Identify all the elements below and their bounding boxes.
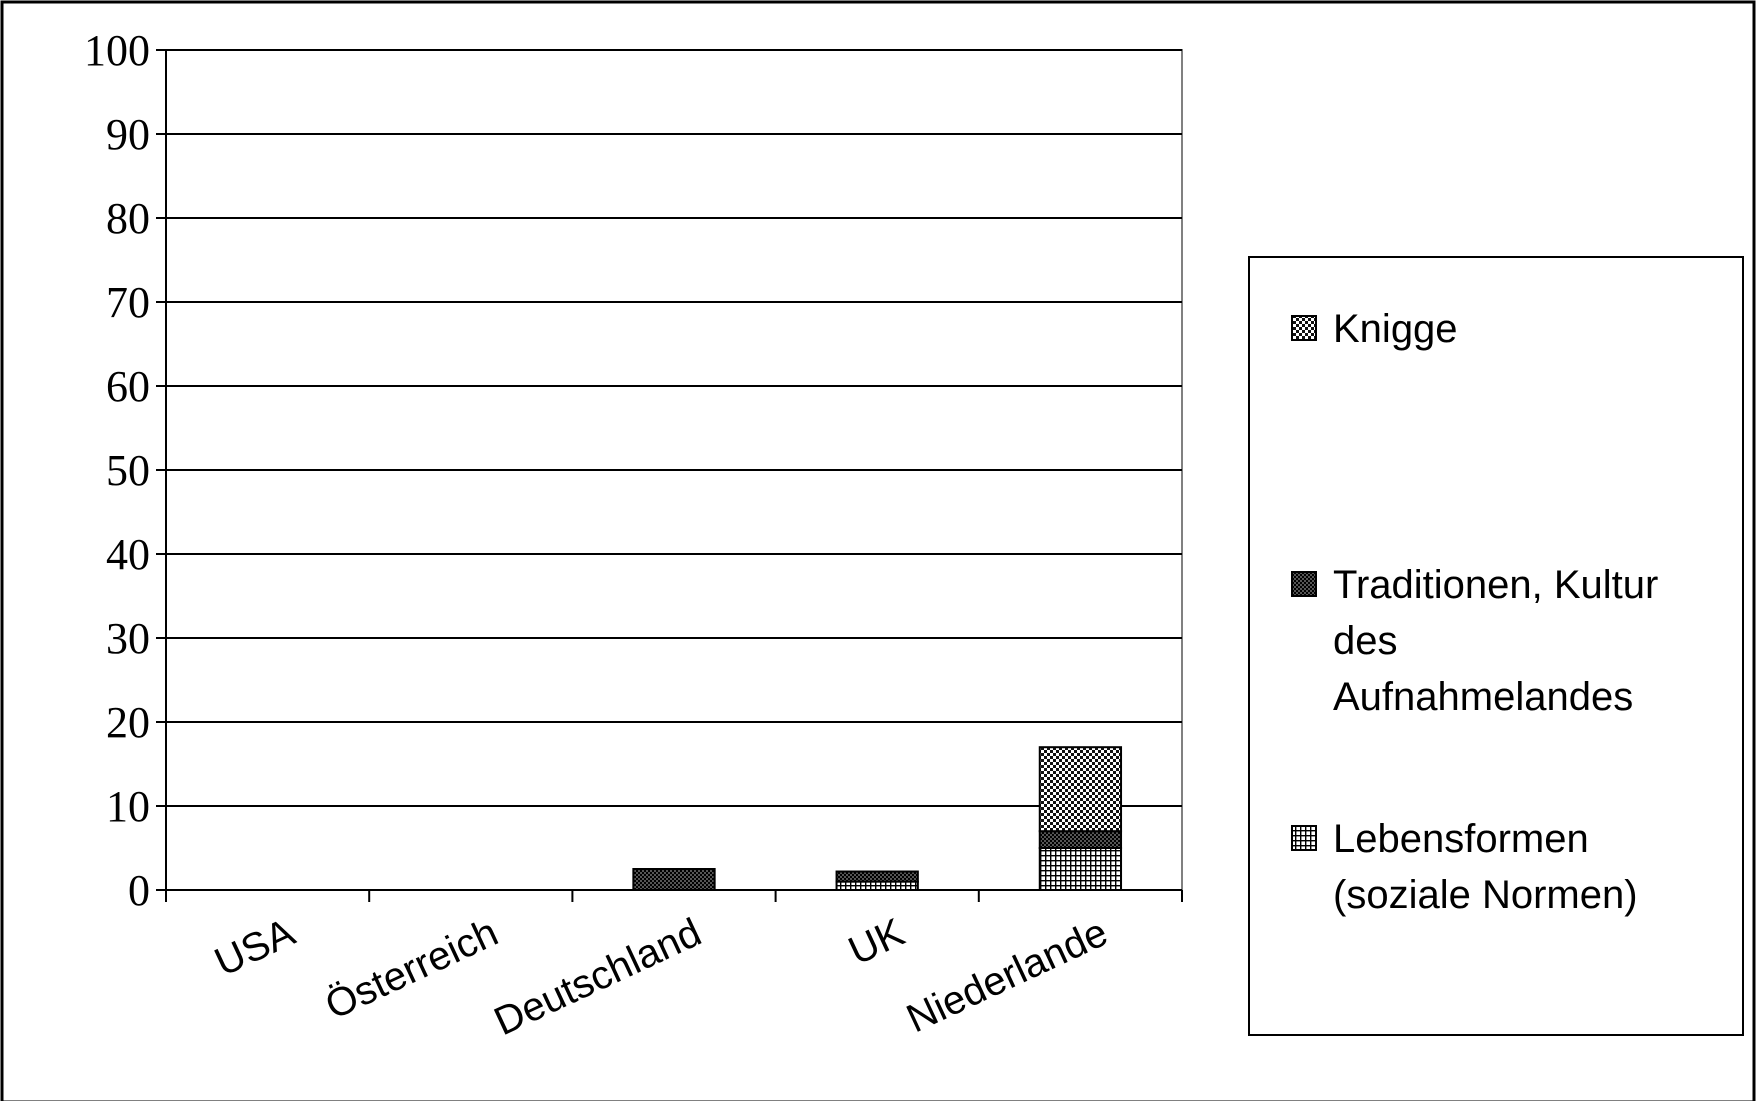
bar-segment [835, 880, 919, 891]
bars [632, 746, 1123, 891]
legend-label: Knigge [1333, 307, 1458, 351]
y-tick-label: 40 [106, 530, 150, 579]
bar-segment [1038, 830, 1123, 850]
legend-label-line: Knigge [1333, 307, 1458, 351]
x-tick-label: Deutschland [488, 910, 708, 1044]
y-tick-label: 100 [84, 26, 150, 75]
y-tick-label: 10 [106, 782, 150, 831]
legend-label-line: Lebensformen [1333, 817, 1589, 861]
legend-label: Traditionen, Kultur des Aufnahmelandes [1333, 563, 1658, 719]
y-tick-label: 50 [106, 446, 150, 495]
x-tick-label: USA [208, 910, 301, 985]
legend-items: Knigge Traditionen, Kultur des Aufnahmeland… [1291, 307, 1658, 917]
x-tick-label: Österreich [319, 910, 505, 1028]
legend-swatch [1291, 571, 1317, 597]
legend-label-line: des [1333, 619, 1398, 663]
legend-box [1248, 256, 1744, 1036]
x-tick-label: UK [842, 910, 911, 973]
bar-segment [1038, 746, 1123, 833]
x-tick-label: Niederlande [900, 910, 1114, 1041]
legend-swatch [1291, 315, 1317, 341]
legend-label-line: Traditionen, Kultur [1333, 563, 1658, 607]
y-tick-label: 30 [106, 614, 150, 663]
bar-segment [835, 870, 919, 883]
y-tick-label: 0 [128, 866, 150, 915]
axes [156, 49, 1183, 902]
y-tick-label: 90 [106, 110, 150, 159]
y-tick-label: 60 [106, 362, 150, 411]
plot-area: 0 10 20 30 40 50 60 70 80 90 100 USA ÖsterreichDeut… [84, 26, 1183, 1044]
bar-segment [1038, 847, 1123, 891]
bar-segment [632, 868, 716, 891]
legend: Knigge Traditionen, Kultur des Aufnahmeland… [1248, 256, 1744, 1036]
legend-label: Lebensformen (soziale Normen) [1333, 817, 1638, 917]
y-tick-labels: 0 10 20 30 40 50 60 70 80 90 100 [84, 26, 150, 915]
legend-label-line: (soziale Normen) [1333, 873, 1638, 917]
gridlines [166, 49, 1182, 807]
legend-label-line: Aufnahmelandes [1333, 675, 1633, 719]
y-tick-label: 80 [106, 194, 150, 243]
y-tick-label: 20 [106, 698, 150, 747]
y-tick-label: 70 [106, 278, 150, 327]
legend-swatch [1291, 825, 1317, 851]
